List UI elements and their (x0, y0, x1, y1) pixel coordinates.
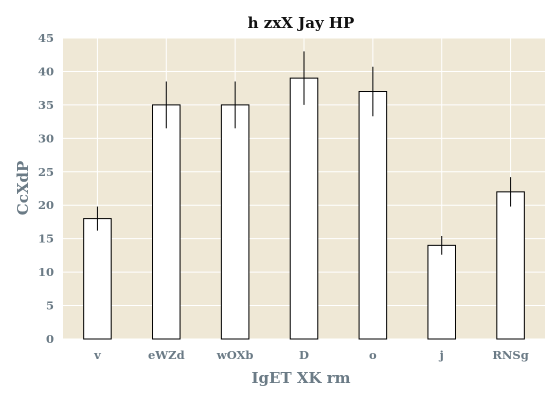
x-tick-label: o (369, 348, 377, 362)
y-tick-label: 35 (38, 98, 54, 112)
bar-o (359, 92, 387, 339)
x-tick-label: D (299, 348, 309, 362)
y-tick-labels: 0 5 10 15 20 25 30 35 40 45 (38, 31, 54, 346)
y-tick-label: 45 (38, 31, 54, 45)
y-axis-label: CcXdP (14, 161, 32, 215)
bar-v (84, 219, 112, 339)
x-tick-label: RNSg (492, 348, 528, 362)
x-tick-label: v (93, 348, 101, 362)
y-tick-label: 25 (38, 165, 54, 179)
y-tick-label: 20 (38, 198, 54, 212)
y-tick-label: 0 (46, 332, 54, 346)
chart-title: h zxX Jay HP (248, 14, 355, 32)
bar-D (290, 78, 318, 339)
y-tick-label: 30 (38, 131, 54, 145)
y-tick-label: 10 (38, 265, 54, 279)
bar-eWZd (153, 105, 181, 339)
x-axis-label: IgET XK rm (252, 369, 351, 387)
x-tick-label: wOXb (216, 348, 254, 362)
y-tick-label: 40 (38, 64, 54, 78)
x-tick-label: j (439, 348, 444, 362)
y-tick-label: 5 (46, 299, 54, 313)
bar-RNSg (497, 192, 525, 339)
bar-wOXb (221, 105, 249, 339)
x-tick-label: eWZd (148, 348, 185, 362)
bar-j (428, 245, 456, 339)
y-tick-label: 15 (38, 232, 54, 246)
